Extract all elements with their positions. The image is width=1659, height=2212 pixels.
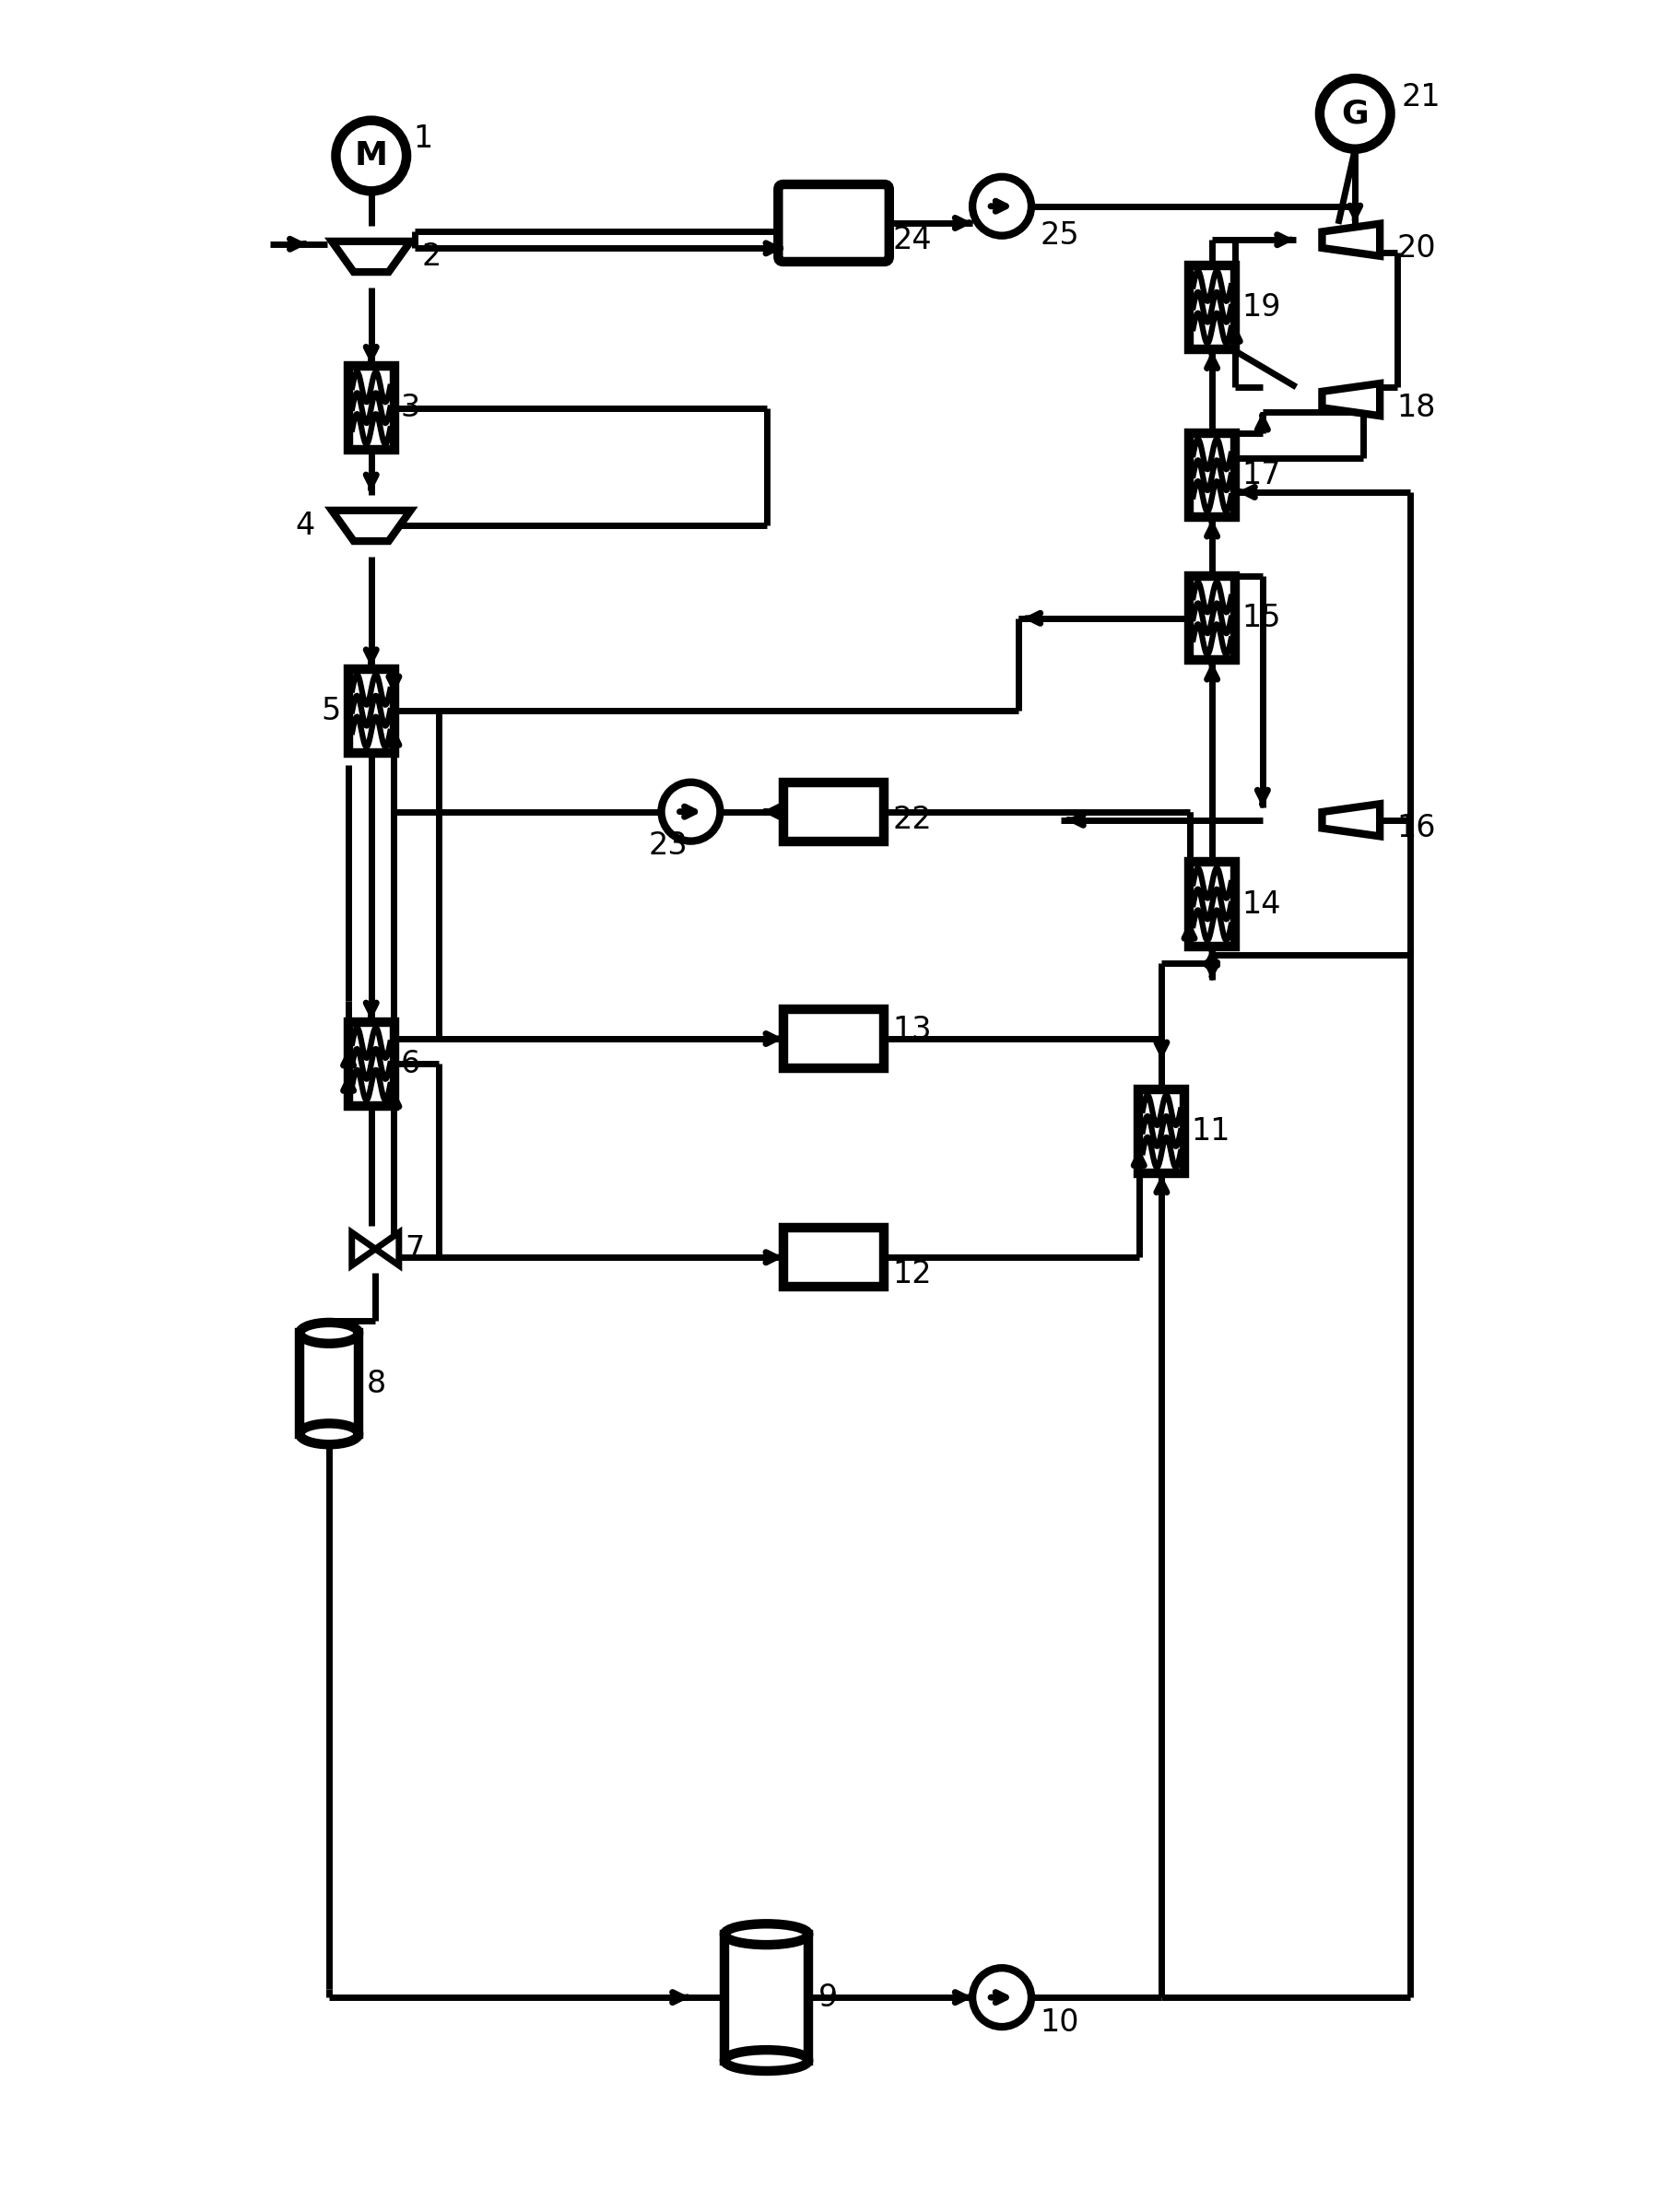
Text: 11: 11 [1191, 1117, 1231, 1146]
FancyBboxPatch shape [1138, 1088, 1185, 1172]
Bar [783, 1009, 884, 1068]
FancyBboxPatch shape [778, 184, 889, 261]
Polygon shape [1322, 383, 1380, 416]
Text: 3: 3 [400, 394, 420, 422]
Text: G: G [1342, 97, 1369, 128]
Polygon shape [1322, 803, 1380, 836]
FancyBboxPatch shape [1190, 863, 1236, 947]
Circle shape [972, 177, 1032, 237]
Bar [300, 1334, 358, 1433]
Text: 23: 23 [649, 830, 688, 860]
Text: 24: 24 [893, 226, 932, 254]
Text: 15: 15 [1241, 604, 1281, 633]
FancyBboxPatch shape [1190, 265, 1236, 349]
Polygon shape [352, 1232, 375, 1265]
Text: 12: 12 [893, 1259, 932, 1290]
Polygon shape [375, 1232, 398, 1265]
Text: 13: 13 [893, 1015, 932, 1046]
Text: 16: 16 [1397, 814, 1437, 843]
Text: 9: 9 [818, 1982, 838, 2013]
Text: 20: 20 [1397, 232, 1437, 263]
Text: 1: 1 [413, 124, 433, 155]
Circle shape [1321, 77, 1390, 148]
Ellipse shape [300, 1425, 358, 1444]
Text: 6: 6 [400, 1048, 420, 1079]
Text: 18: 18 [1397, 394, 1437, 422]
Polygon shape [332, 511, 410, 542]
Text: 19: 19 [1241, 292, 1281, 323]
Ellipse shape [725, 2051, 808, 2070]
Text: 5: 5 [320, 695, 340, 726]
FancyBboxPatch shape [1190, 434, 1236, 518]
Text: 17: 17 [1241, 460, 1281, 491]
Ellipse shape [300, 1323, 358, 1343]
Text: 7: 7 [405, 1234, 425, 1265]
Text: 22: 22 [893, 805, 932, 836]
FancyBboxPatch shape [348, 668, 395, 752]
Text: 25: 25 [1040, 221, 1078, 250]
Text: 4: 4 [295, 511, 315, 542]
Bar [783, 783, 884, 841]
Bar [783, 1228, 884, 1287]
Circle shape [662, 783, 720, 841]
Text: M: M [355, 139, 388, 170]
Text: 8: 8 [367, 1369, 387, 1398]
Circle shape [972, 1969, 1032, 2026]
Polygon shape [1322, 223, 1380, 257]
Text: 14: 14 [1241, 889, 1281, 920]
Circle shape [335, 119, 406, 190]
FancyBboxPatch shape [348, 1022, 395, 1106]
FancyBboxPatch shape [348, 365, 395, 449]
Text: 10: 10 [1040, 2008, 1078, 2037]
Polygon shape [332, 241, 410, 272]
Text: 2: 2 [421, 241, 441, 272]
Ellipse shape [725, 1924, 808, 1944]
FancyBboxPatch shape [1190, 575, 1236, 661]
Text: 21: 21 [1402, 82, 1440, 113]
Bar [725, 1933, 808, 2059]
